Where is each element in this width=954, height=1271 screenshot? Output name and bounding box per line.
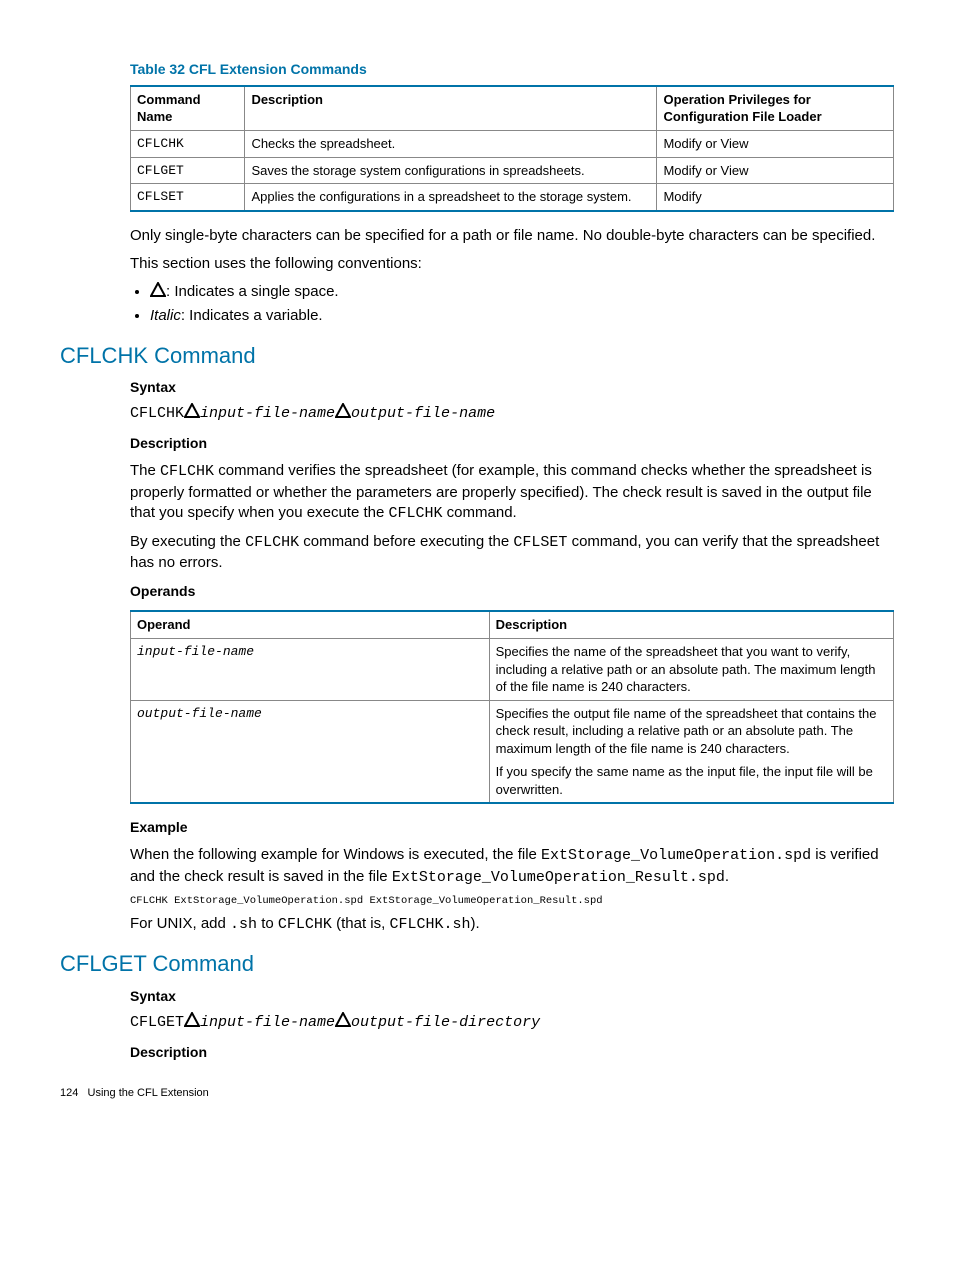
delta-icon: [150, 282, 166, 298]
syntax-cmd: CFLGET: [130, 1014, 184, 1031]
code-inline: CFLCHK: [389, 505, 443, 522]
syntax-label: Syntax: [130, 378, 894, 397]
table-row: CFLSET Applies the configurations in a s…: [131, 184, 894, 211]
operand-name: output-file-name: [131, 700, 490, 803]
th-description: Description: [245, 86, 657, 131]
th-operand: Operand: [131, 611, 490, 638]
paragraph: The CFLCHK command verifies the spreadsh…: [130, 461, 894, 524]
text: ).: [470, 915, 479, 932]
cflget-heading: CFLGET Command: [60, 949, 894, 979]
table-32-title: Table 32 CFL Extension Commands: [60, 60, 894, 79]
list-item: Italic: Indicates a variable.: [150, 306, 894, 326]
syntax-operand: output-file-name: [351, 405, 495, 422]
text: Specifies the output file name of the sp…: [496, 706, 877, 756]
italic-label: Italic: [150, 307, 181, 324]
operand-desc: Specifies the name of the spreadsheet th…: [489, 639, 893, 701]
code-inline: CFLSET: [513, 534, 567, 551]
syntax-operand: input-file-name: [200, 405, 335, 422]
conv-text: : Indicates a variable.: [181, 307, 323, 324]
paragraph: For UNIX, add .sh to CFLCHK (that is, CF…: [130, 914, 894, 935]
paragraph: By executing the CFLCHK command before e…: [130, 532, 894, 574]
th-privileges: Operation Privileges for Configuration F…: [657, 86, 894, 131]
cmd-name: CFLCHK: [131, 130, 245, 157]
cmd-priv: Modify or View: [657, 157, 894, 184]
table-header-row: Command Name Description Operation Privi…: [131, 86, 894, 131]
cmd-desc: Checks the spreadsheet.: [245, 130, 657, 157]
cmd-priv: Modify or View: [657, 130, 894, 157]
conventions-list: : Indicates a single space. Italic: Indi…: [150, 282, 894, 327]
code-inline: ExtStorage_VolumeOperation.spd: [541, 847, 811, 864]
syntax-cmd: CFLCHK: [130, 405, 184, 422]
table-row: output-file-name Specifies the output fi…: [131, 700, 894, 803]
text: If you specify the same name as the inpu…: [496, 763, 887, 798]
list-item: : Indicates a single space.: [150, 282, 894, 302]
table-32: Command Name Description Operation Privi…: [130, 85, 894, 212]
paragraph: Only single-byte characters can be speci…: [130, 226, 894, 246]
cmd-name: CFLSET: [131, 184, 245, 211]
table-row: CFLGET Saves the storage system configur…: [131, 157, 894, 184]
code-inline: CFLCHK: [245, 534, 299, 551]
delta-icon: [335, 1012, 351, 1028]
page-footer: 124 Using the CFL Extension: [60, 1086, 894, 1101]
th-command-name: Command Name: [131, 86, 245, 131]
text: command.: [443, 504, 517, 521]
code-block: CFLCHK ExtStorage_VolumeOperation.spd Ex…: [130, 894, 894, 908]
code-inline: ExtStorage_VolumeOperation_Result.spd: [392, 869, 725, 886]
text: By executing the: [130, 533, 245, 550]
text: .: [725, 868, 729, 885]
cmd-priv: Modify: [657, 184, 894, 211]
operand-desc: Specifies the output file name of the sp…: [489, 700, 893, 803]
text: When the following example for Windows i…: [130, 846, 541, 863]
text: command before executing the: [299, 533, 513, 550]
delta-icon: [184, 1012, 200, 1028]
syntax-operand: input-file-name: [200, 1014, 335, 1031]
table-header-row: Operand Description: [131, 611, 894, 638]
code-inline: CFLCHK.sh: [389, 916, 470, 933]
syntax-line: CFLGET input-file-name output-file-directo…: [130, 1012, 894, 1033]
cflchk-heading: CFLCHK Command: [60, 341, 894, 371]
example-label: Example: [130, 818, 894, 837]
description-label: Description: [130, 434, 894, 453]
table-row: input-file-name Specifies the name of th…: [131, 639, 894, 701]
cmd-desc: Applies the configurations in a spreadsh…: [245, 184, 657, 211]
conv-text: : Indicates a single space.: [166, 283, 339, 300]
operand-name: input-file-name: [131, 639, 490, 701]
th-description: Description: [489, 611, 893, 638]
delta-icon: [184, 403, 200, 419]
page-number: 124: [60, 1087, 78, 1099]
table-row: CFLCHK Checks the spreadsheet. Modify or…: [131, 130, 894, 157]
operands-table: Operand Description input-file-name Spec…: [130, 610, 894, 804]
code-inline: .sh: [230, 916, 257, 933]
footer-text: Using the CFL Extension: [88, 1087, 209, 1099]
text: (that is,: [332, 915, 390, 932]
delta-icon: [335, 403, 351, 419]
text: to: [257, 915, 278, 932]
cmd-name: CFLGET: [131, 157, 245, 184]
text: For UNIX, add: [130, 915, 230, 932]
paragraph: When the following example for Windows i…: [130, 845, 894, 888]
text: The: [130, 462, 160, 479]
code-inline: CFLCHK: [160, 463, 214, 480]
paragraph: This section uses the following conventi…: [130, 254, 894, 274]
cmd-desc: Saves the storage system configurations …: [245, 157, 657, 184]
syntax-label: Syntax: [130, 987, 894, 1006]
code-inline: CFLCHK: [278, 916, 332, 933]
syntax-operand: output-file-directory: [351, 1014, 540, 1031]
syntax-line: CFLCHK input-file-name output-file-name: [130, 403, 894, 424]
operands-label: Operands: [130, 582, 894, 601]
description-label: Description: [130, 1043, 894, 1062]
